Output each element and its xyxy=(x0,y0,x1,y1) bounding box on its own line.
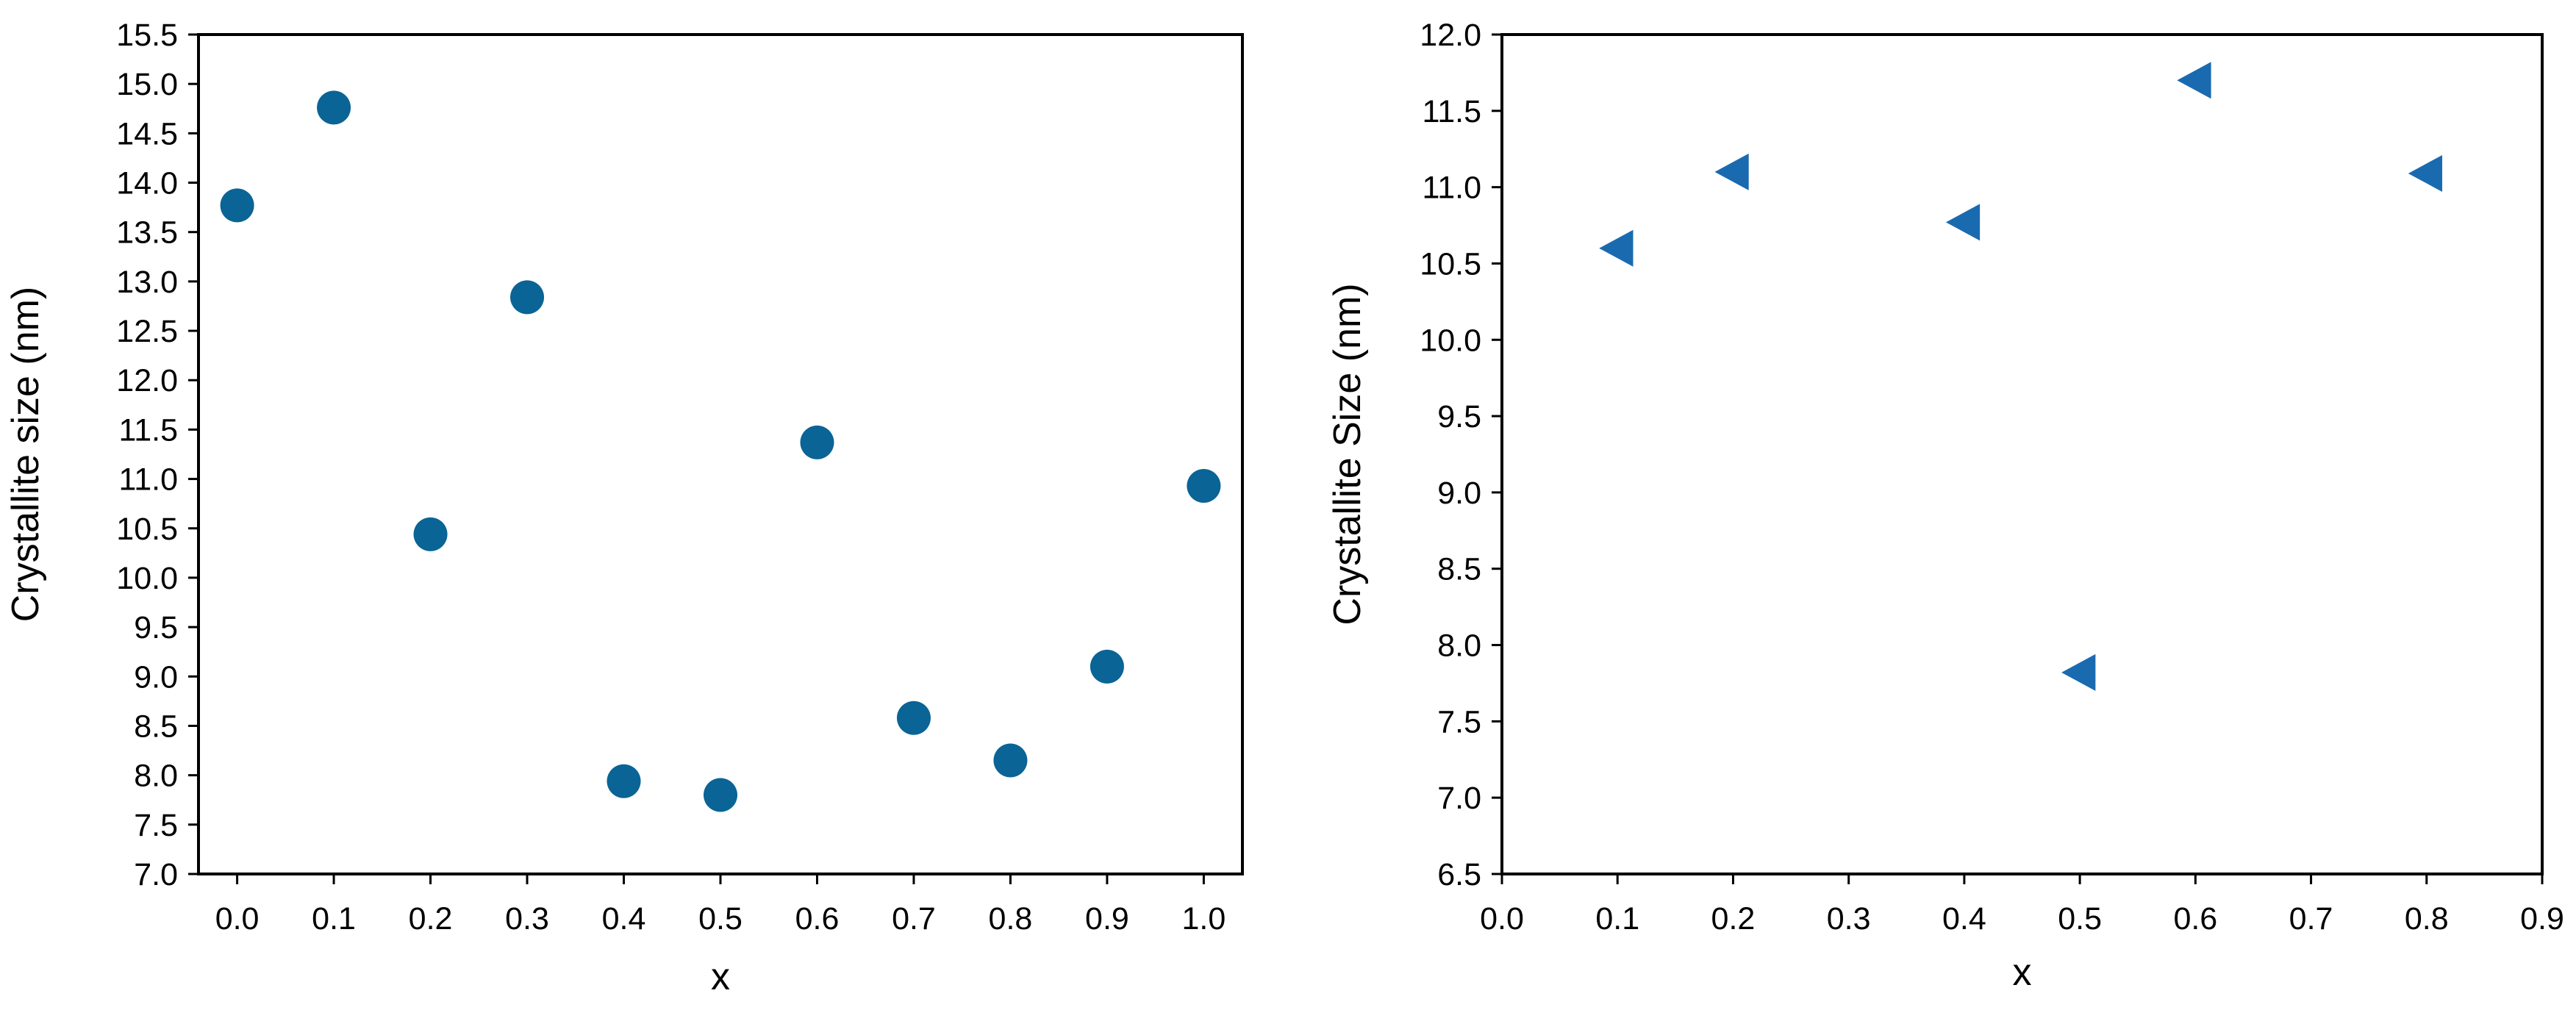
left-data-point xyxy=(704,778,737,812)
right-y-tick-label: 10.5 xyxy=(1420,246,1481,282)
left-y-tick-label: 12.5 xyxy=(116,314,178,349)
right-y-tick-label: 9.0 xyxy=(1437,476,1481,511)
left-x-axis-label: x xyxy=(711,956,730,998)
left-x-tick-label: 0.6 xyxy=(795,901,840,936)
right-x-tick-label: 0.5 xyxy=(2058,901,2102,936)
left-x-tick-label: 0.1 xyxy=(312,901,356,936)
left-y-tick-label: 13.5 xyxy=(116,215,178,251)
left-data-point xyxy=(1187,468,1221,503)
right-x-tick-label: 0.8 xyxy=(2405,901,2449,936)
right-data-point xyxy=(2408,154,2443,192)
right-x-tick-label: 0.9 xyxy=(2520,901,2564,936)
right-y-tick-label: 9.5 xyxy=(1437,399,1481,434)
left-y-tick-label: 14.0 xyxy=(116,166,178,201)
left-y-tick-label: 9.0 xyxy=(134,659,178,695)
right-x-tick-label: 0.2 xyxy=(1711,901,1756,936)
right-plot-frame xyxy=(1500,33,2544,875)
left-scatter-panel: 7.0 7.5 8.0 8.5 9.0 9.5 10.0 10.5 11.0 11.5 12.0 12… xyxy=(4,18,1244,998)
left-x-tick-label: 0.3 xyxy=(505,901,549,936)
left-x-tick-label: 0.0 xyxy=(215,901,260,936)
right-y-tick-label: 7.0 xyxy=(1437,781,1481,816)
right-y-tick-label: 11.0 xyxy=(1423,171,1482,206)
left-x-tick-label: 0.8 xyxy=(989,901,1033,936)
right-data-point xyxy=(1599,229,1634,267)
left-x-tick-label: 0.9 xyxy=(1085,901,1129,936)
right-scatter-panel: 6.5 7.0 7.5 8.0 8.5 9.0 9.5 10.0 10.5 11.0 11.5 12.… xyxy=(1326,18,2564,994)
right-x-tick-label: 0.3 xyxy=(1827,901,1871,936)
right-data-point xyxy=(1714,153,1749,190)
left-y-tick-label: 11.5 xyxy=(119,412,179,448)
left-y-tick-label: 8.0 xyxy=(134,759,178,794)
left-y-tick-label: 10.0 xyxy=(116,561,178,596)
right-x-axis-label: x xyxy=(2013,951,2032,994)
left-data-point xyxy=(1090,649,1124,684)
right-data-point xyxy=(2061,653,2096,691)
left-data-point xyxy=(800,425,834,459)
left-y-tick-label: 13.0 xyxy=(116,265,178,300)
right-y-tick-label: 7.5 xyxy=(1437,704,1481,739)
left-y-tick-label: 10.5 xyxy=(116,512,178,547)
left-data-point xyxy=(413,517,448,551)
left-x-tick-label: 0.4 xyxy=(602,901,646,936)
left-x-tick-label: 1.0 xyxy=(1182,901,1226,936)
left-y-tick-label: 15.0 xyxy=(116,67,178,102)
right-y-tick-label: 11.5 xyxy=(1423,94,1482,129)
right-y-tick-label: 10.0 xyxy=(1420,323,1481,358)
right-y-tick-label: 6.5 xyxy=(1437,857,1481,892)
right-x-tick-label: 0.1 xyxy=(1595,901,1639,936)
right-x-tick-label: 0.6 xyxy=(2173,901,2217,936)
left-data-point xyxy=(993,743,1028,778)
left-data-point xyxy=(607,764,641,798)
left-data-point xyxy=(220,188,254,223)
right-data-point xyxy=(1945,204,1981,241)
right-x-tick-label: 0.7 xyxy=(2289,901,2333,936)
left-y-axis-label: Crystallite size (nm) xyxy=(4,287,47,623)
left-x-tick-label: 0.2 xyxy=(409,901,453,936)
right-y-tick-label: 8.5 xyxy=(1437,552,1481,587)
left-x-tick-label: 0.7 xyxy=(892,901,936,936)
right-x-tick-label: 0.4 xyxy=(1942,901,1986,936)
right-y-tick-label: 8.0 xyxy=(1437,628,1481,664)
left-y-tick-label: 11.0 xyxy=(119,462,179,498)
right-y-axis-label: Crystallite Size (nm) xyxy=(1326,283,1369,625)
left-y-tick-label: 7.0 xyxy=(134,857,178,892)
left-data-point xyxy=(317,90,351,125)
left-y-tick-label: 9.5 xyxy=(134,610,178,645)
left-y-tick-label: 8.5 xyxy=(134,709,178,744)
left-y-tick-label: 12.0 xyxy=(116,363,178,398)
right-y-tick-label: 12.0 xyxy=(1420,18,1481,53)
right-data-point xyxy=(2177,62,2211,99)
left-y-tick-label: 15.5 xyxy=(116,18,178,53)
left-x-tick-label: 0.5 xyxy=(698,901,743,936)
left-plot-frame xyxy=(197,33,1244,875)
left-y-tick-label: 7.5 xyxy=(134,808,178,843)
left-y-tick-label: 14.5 xyxy=(116,116,178,151)
right-x-tick-label: 0.0 xyxy=(1480,901,1524,936)
left-data-point xyxy=(510,280,545,315)
left-data-point xyxy=(896,701,931,735)
